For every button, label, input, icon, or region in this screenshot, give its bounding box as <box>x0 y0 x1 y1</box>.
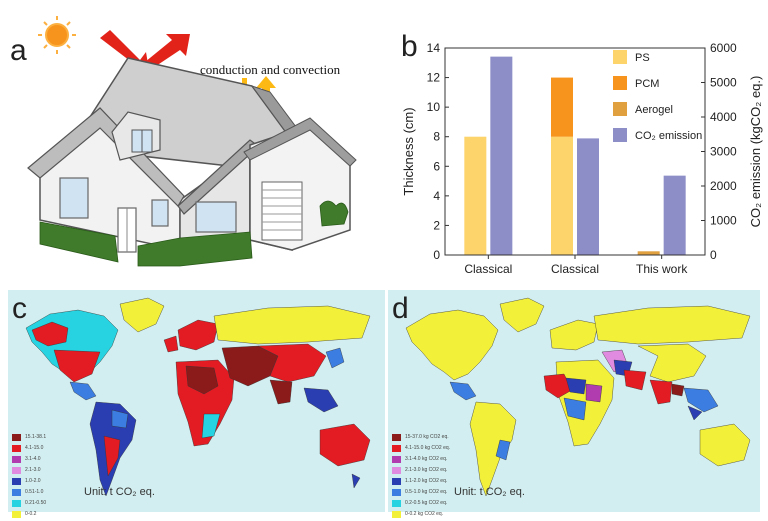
map-c-legend-item: 0.51-1.0 <box>12 487 46 497</box>
legend-swatch <box>392 488 401 496</box>
map-c-unit: Unit: t CO₂ eq. <box>84 486 155 498</box>
y-tick-label: 14 <box>427 41 441 55</box>
map-d-unit: Unit: t CO₂ eq. <box>454 486 525 498</box>
garage-door <box>261 181 303 241</box>
bar-co2-emission <box>577 138 599 255</box>
y-tick-label: 10 <box>427 100 441 114</box>
map-d-legend-item: 3.1-4.0 kg CO2 eq. <box>392 454 450 464</box>
window-left <box>59 177 89 219</box>
house-drawing <box>27 16 357 267</box>
world-map-c <box>25 297 371 497</box>
panel-a-house-illustration: a <box>0 0 390 290</box>
legend-swatch <box>392 455 401 463</box>
y2-tick-label: 5000 <box>710 76 737 90</box>
map-d-legend-item: 0.5-1.0 kg CO2 eq. <box>392 487 450 497</box>
legend-swatch <box>392 444 401 452</box>
y-tick-label: 12 <box>427 71 441 85</box>
map-c-legend-item: 15.1-38.1 <box>12 432 46 442</box>
panel-d-letter: d <box>392 292 409 325</box>
map-c-legend-item: 0-0.2 <box>12 509 46 519</box>
map-d-legend-item: 2.1-3.0 kg CO2 eq. <box>392 465 450 475</box>
conduction-convection-label: conduction and convection <box>200 62 341 77</box>
y2-tick-label: 1000 <box>710 214 737 228</box>
bar-co2-emission <box>490 56 513 255</box>
map-d-legend-item: 4.1-15.0 kg CO2 eq. <box>392 443 450 453</box>
y-tick-label: 2 <box>433 218 440 232</box>
hedge <box>39 200 349 267</box>
map-d-legend: 15-37.0 kg CO2 eq. 4.1-15.0 kg CO2 eq. 3… <box>392 432 450 520</box>
y2-tick-label: 6000 <box>710 41 737 55</box>
legend-swatch <box>392 477 401 485</box>
legend-swatch <box>392 433 401 441</box>
y2-tick-label: 4000 <box>710 110 737 124</box>
map-c-legend-item: 0.21-0.50 <box>12 498 46 508</box>
y-tick-label: 4 <box>433 189 440 203</box>
world-map-d <box>405 297 751 497</box>
x-tick-label: This work <box>636 262 688 276</box>
map-d-legend-item: 1.1-2.0 kg CO2 eq. <box>392 476 450 486</box>
map-c-legend-item: 4.1-15.0 <box>12 443 46 453</box>
panel-a-letter: a <box>10 34 27 67</box>
legend-swatch <box>12 477 21 485</box>
map-d-legend-item: 0.2-0.5 kg CO2 eq. <box>392 498 450 508</box>
legend-swatch <box>613 76 627 90</box>
map-d-legend-item: 15-37.0 kg CO2 eq. <box>392 432 450 442</box>
bar-ps <box>551 136 573 255</box>
legend-swatch <box>613 102 627 116</box>
legend-swatch <box>12 455 21 463</box>
legend-swatch <box>12 499 21 507</box>
window-right <box>195 201 237 233</box>
y-axis-label: Thickness (cm) <box>401 107 416 195</box>
legend-swatch <box>12 444 21 452</box>
panel-b-bar-chart: b Classical Classical This work 0 2 4 6 8 10 12 14… <box>395 0 768 290</box>
legend-swatch <box>12 510 21 518</box>
legend-swatch <box>392 466 401 474</box>
panel-d-world-map: 15-37.0 kg CO2 eq. 4.1-15.0 kg CO2 eq. 3… <box>388 290 760 518</box>
x-tick-label: Classical <box>551 262 599 276</box>
sun-icon <box>38 16 76 54</box>
legend-swatch <box>12 466 21 474</box>
map-c-legend: 15.1-38.1 4.1-15.0 3.1-4.0 2.1-3.0 1.0-2… <box>12 432 46 520</box>
legend-swatch <box>12 488 21 496</box>
legend-swatch <box>613 128 627 142</box>
legend-swatch <box>392 499 401 507</box>
panel-b-letter: b <box>401 30 418 63</box>
legend-swatch <box>12 433 21 441</box>
bar-pcm <box>551 77 573 137</box>
y-tick-label: 6 <box>433 159 440 173</box>
bar-co2-emission <box>663 175 686 255</box>
bar-ps <box>464 136 487 255</box>
panel-c-letter: c <box>12 292 27 325</box>
y2-tick-label: 0 <box>710 248 717 262</box>
map-c-legend-item: 3.1-4.0 <box>12 454 46 464</box>
legend-swatch <box>613 50 627 64</box>
bar-aerogel <box>637 251 660 255</box>
y-tick-label: 0 <box>433 248 440 262</box>
map-c-legend-item: 2.1-3.0 <box>12 465 46 475</box>
panel-c-world-map: 15.1-38.1 4.1-15.0 3.1-4.0 2.1-3.0 1.0-2… <box>8 290 385 518</box>
legend-swatch <box>392 510 401 518</box>
legend-label: PS <box>635 52 650 64</box>
legend-label: PCM <box>635 78 659 90</box>
map-c-legend-item: 1.0-2.0 <box>12 476 46 486</box>
legend-label: Aerogel <box>635 104 673 116</box>
map-d-legend-item: 0-0.2 kg CO2 eq. <box>392 509 450 519</box>
thickness-emission-chart: Classical Classical This work 0 2 4 6 8 10 12 14 0 1… <box>401 41 763 276</box>
y2-tick-label: 2000 <box>710 179 737 193</box>
y2-axis-label: CO₂ emission (kgCO₂ eq.) <box>748 76 763 228</box>
x-tick-label: Classical <box>464 262 512 276</box>
legend-label: CO₂ emission <box>635 130 702 142</box>
y2-tick-label: 3000 <box>710 145 737 159</box>
y-tick-label: 8 <box>433 130 440 144</box>
